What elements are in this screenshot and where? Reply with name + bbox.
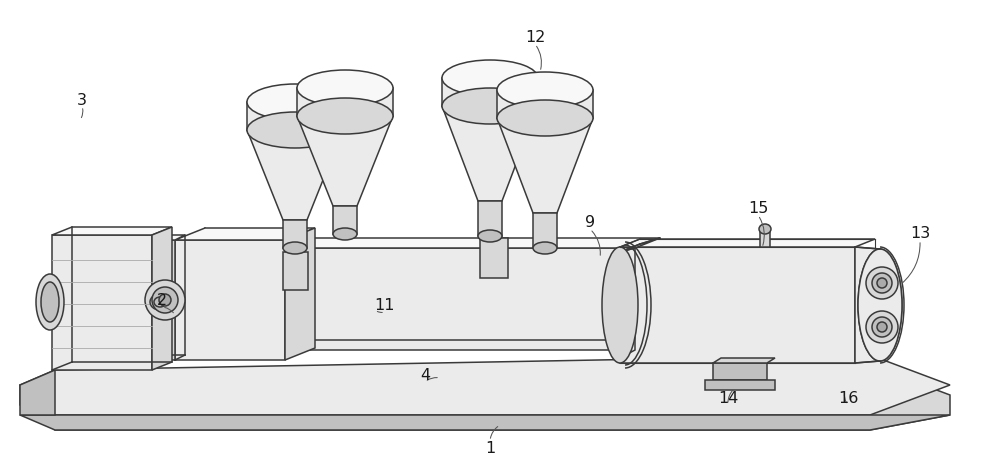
- Text: 16: 16: [838, 391, 858, 405]
- Ellipse shape: [283, 242, 307, 254]
- Ellipse shape: [36, 274, 64, 330]
- Text: 12: 12: [525, 30, 545, 45]
- Polygon shape: [275, 248, 635, 350]
- Polygon shape: [297, 88, 393, 116]
- Polygon shape: [247, 130, 343, 220]
- Ellipse shape: [862, 253, 898, 357]
- Polygon shape: [20, 355, 950, 415]
- Ellipse shape: [297, 70, 393, 106]
- Ellipse shape: [858, 249, 902, 361]
- Ellipse shape: [602, 247, 638, 363]
- Ellipse shape: [866, 267, 898, 299]
- Ellipse shape: [478, 230, 502, 242]
- Ellipse shape: [333, 228, 357, 240]
- Polygon shape: [297, 116, 393, 206]
- Text: 13: 13: [910, 226, 930, 240]
- Polygon shape: [283, 220, 307, 248]
- Polygon shape: [442, 78, 538, 106]
- Polygon shape: [620, 239, 875, 247]
- Polygon shape: [620, 248, 635, 358]
- Polygon shape: [855, 247, 880, 363]
- Polygon shape: [152, 227, 172, 370]
- Text: 14: 14: [718, 391, 738, 405]
- Polygon shape: [620, 247, 855, 363]
- Ellipse shape: [442, 88, 538, 124]
- Polygon shape: [333, 206, 357, 234]
- Text: 9: 9: [585, 214, 595, 229]
- Ellipse shape: [497, 72, 593, 108]
- Text: 15: 15: [748, 201, 768, 216]
- Polygon shape: [713, 358, 775, 363]
- Text: 2: 2: [157, 292, 167, 307]
- Ellipse shape: [759, 224, 771, 234]
- Ellipse shape: [152, 287, 178, 313]
- Ellipse shape: [858, 249, 902, 361]
- Ellipse shape: [150, 294, 170, 310]
- Polygon shape: [620, 238, 660, 252]
- Text: 1: 1: [485, 440, 495, 455]
- Ellipse shape: [872, 317, 892, 337]
- Ellipse shape: [497, 100, 593, 136]
- Ellipse shape: [866, 311, 898, 343]
- Ellipse shape: [442, 60, 538, 96]
- Ellipse shape: [533, 242, 557, 254]
- Polygon shape: [155, 240, 175, 360]
- Polygon shape: [635, 238, 660, 350]
- Ellipse shape: [159, 294, 171, 306]
- Polygon shape: [497, 118, 593, 213]
- Ellipse shape: [297, 98, 393, 134]
- Polygon shape: [247, 102, 343, 130]
- Polygon shape: [20, 365, 950, 430]
- Polygon shape: [20, 370, 55, 415]
- Polygon shape: [442, 106, 538, 201]
- Polygon shape: [52, 235, 152, 370]
- Ellipse shape: [247, 112, 343, 148]
- Polygon shape: [705, 380, 775, 390]
- Polygon shape: [175, 240, 285, 360]
- Ellipse shape: [877, 278, 887, 288]
- Ellipse shape: [872, 273, 892, 293]
- Polygon shape: [478, 201, 502, 236]
- Ellipse shape: [41, 282, 59, 322]
- Text: 11: 11: [375, 298, 395, 313]
- Polygon shape: [155, 235, 185, 240]
- Ellipse shape: [247, 84, 343, 120]
- Text: 3: 3: [77, 93, 87, 107]
- Polygon shape: [52, 227, 172, 235]
- Polygon shape: [760, 229, 770, 247]
- Ellipse shape: [145, 280, 185, 320]
- Polygon shape: [480, 238, 508, 278]
- Ellipse shape: [877, 322, 887, 332]
- Text: 4: 4: [420, 368, 430, 383]
- Polygon shape: [497, 90, 593, 118]
- Polygon shape: [175, 228, 315, 240]
- Polygon shape: [285, 228, 315, 360]
- Polygon shape: [275, 238, 660, 248]
- Polygon shape: [283, 252, 308, 290]
- Ellipse shape: [154, 297, 166, 307]
- Polygon shape: [533, 213, 557, 248]
- Polygon shape: [20, 415, 950, 430]
- Polygon shape: [713, 363, 767, 380]
